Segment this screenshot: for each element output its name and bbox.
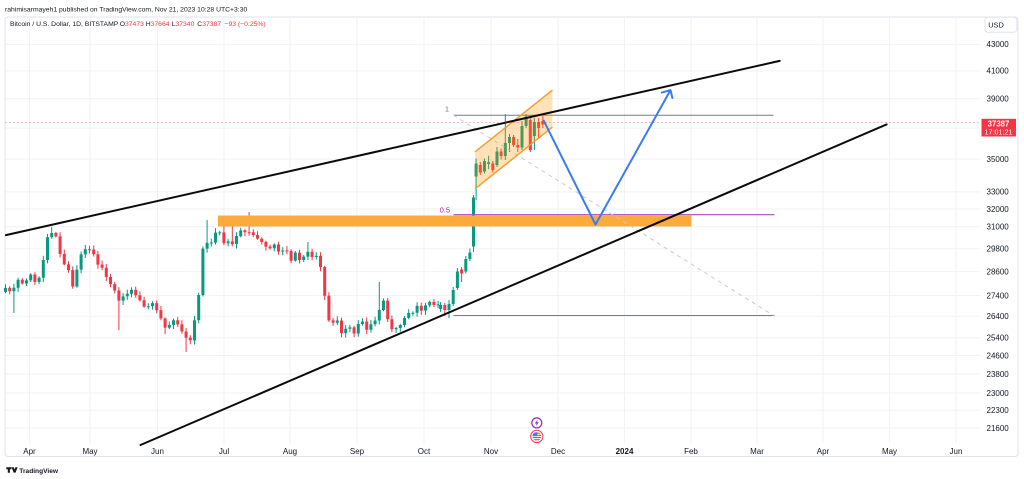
svg-text:0.5: 0.5: [440, 206, 450, 215]
svg-text:Nov: Nov: [484, 447, 498, 456]
svg-text:Jun: Jun: [950, 447, 963, 456]
svg-text:39000: 39000: [987, 95, 1010, 104]
svg-text:28600: 28600: [987, 267, 1010, 276]
svg-text:Apr: Apr: [817, 447, 830, 456]
svg-text:C37387: C37387: [197, 21, 221, 28]
svg-text:TradingView: TradingView: [19, 468, 59, 475]
svg-text:Jul: Jul: [219, 447, 229, 456]
svg-text:27400: 27400: [987, 291, 1010, 300]
svg-text:21600: 21600: [987, 424, 1010, 433]
svg-text:Mar: Mar: [750, 447, 764, 456]
svg-text:Oct: Oct: [418, 447, 431, 456]
svg-text:Jun: Jun: [151, 447, 164, 456]
svg-text:37387: 37387: [988, 119, 1010, 128]
svg-text:43000: 43000: [987, 40, 1010, 49]
svg-text:33000: 33000: [987, 188, 1010, 197]
svg-text:2024: 2024: [616, 447, 634, 456]
svg-text:22300: 22300: [987, 406, 1010, 415]
svg-text:Bitcoin / U.S. Dollar, 1D, BIT: Bitcoin / U.S. Dollar, 1D, BITSTAMP: [10, 21, 119, 28]
svg-text:Apr: Apr: [23, 447, 36, 456]
svg-text:41000: 41000: [987, 67, 1010, 76]
svg-text:35000: 35000: [987, 155, 1010, 164]
svg-text:L37340: L37340: [172, 21, 195, 28]
svg-text:Feb: Feb: [684, 447, 698, 456]
svg-text:rahimisarmayeh1 published on T: rahimisarmayeh1 published on TradingView…: [5, 7, 247, 14]
svg-text:O37473: O37473: [120, 21, 144, 28]
svg-text:May: May: [882, 447, 897, 456]
svg-text:32000: 32000: [987, 205, 1010, 214]
svg-text:H37664: H37664: [146, 21, 170, 28]
svg-text:USD: USD: [988, 21, 1004, 30]
svg-text:23000: 23000: [987, 389, 1010, 398]
svg-text:31000: 31000: [987, 223, 1010, 232]
svg-text:24600: 24600: [987, 351, 1010, 360]
svg-text:25400: 25400: [987, 334, 1010, 343]
svg-text:−93 (−0.25%): −93 (−0.25%): [225, 21, 266, 28]
svg-text:29800: 29800: [987, 245, 1010, 254]
svg-text:26400: 26400: [987, 312, 1010, 321]
svg-text:17:01:21: 17:01:21: [985, 127, 1013, 136]
svg-text:1: 1: [445, 105, 449, 114]
svg-text:Sep: Sep: [350, 447, 365, 456]
svg-text:Dec: Dec: [551, 447, 565, 456]
svg-text:May: May: [82, 447, 97, 456]
svg-text:Aug: Aug: [283, 447, 297, 456]
svg-text:23800: 23800: [987, 370, 1010, 379]
